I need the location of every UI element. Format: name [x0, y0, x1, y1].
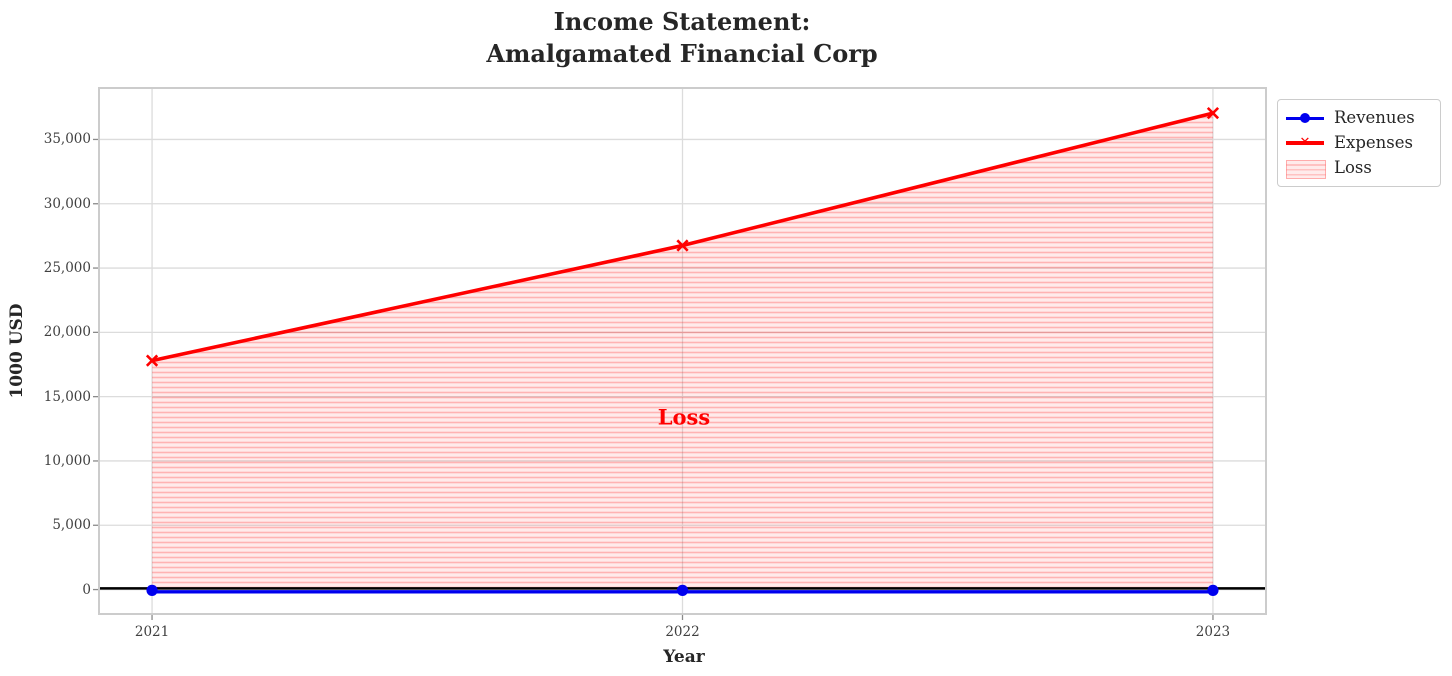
legend-item-revenues: Revenues [1286, 106, 1432, 130]
legend-item-loss: Loss [1286, 156, 1432, 180]
y-tick-label: 30,000 [43, 195, 91, 212]
y-tick-label: 15,000 [43, 388, 91, 405]
loss-annotation: Loss [657, 404, 711, 430]
x-axis-label: Year [663, 647, 705, 667]
expenses-marker [676, 239, 689, 252]
expenses-marker [1206, 106, 1220, 120]
y-tick-label: 5,000 [52, 517, 91, 534]
revenues-line-icon [1286, 108, 1324, 128]
expenses-marker [145, 354, 159, 367]
legend-label: Expenses [1334, 132, 1414, 152]
y-axis-label: 1000 USD [7, 303, 27, 399]
legend: Revenues ✕ Expenses Loss [1277, 99, 1441, 187]
revenues-marker [146, 584, 158, 596]
y-tick-label: 25,000 [43, 260, 91, 277]
revenues-marker [1207, 584, 1219, 596]
x-tick-label: 2022 [665, 624, 700, 640]
x-tick-label: 2021 [134, 624, 170, 640]
loss-patch-icon [1286, 158, 1326, 179]
revenues-marker [676, 584, 689, 596]
expenses-line-icon: ✕ [1286, 133, 1324, 153]
legend-label: Revenues [1334, 108, 1415, 128]
x-tick-label: 2023 [1195, 624, 1231, 640]
y-tick-label: 10,000 [43, 452, 91, 469]
y-tick-label: 20,000 [43, 324, 91, 341]
loss-area [152, 113, 1213, 590]
chart-title: Income Statement: Amalgamated Financial … [486, 7, 878, 68]
y-tick-label: 0 [82, 581, 91, 598]
legend-item-expenses: ✕ Expenses [1286, 131, 1432, 155]
plot-frame [98, 87, 1267, 615]
y-tick-label: 35,000 [43, 131, 91, 148]
legend-label: Loss [1334, 157, 1372, 177]
